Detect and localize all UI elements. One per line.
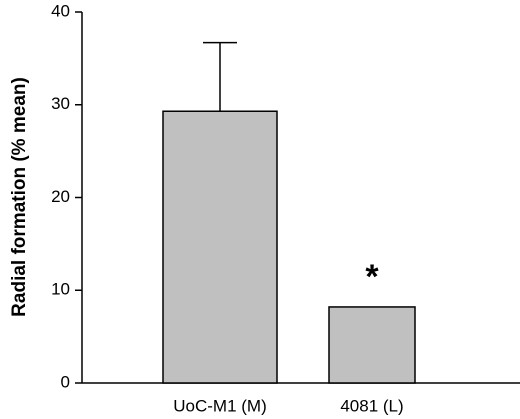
y-tick-label: 40 — [51, 1, 70, 20]
x-tick-label: 4081 (L) — [340, 396, 403, 415]
bar — [162, 110, 278, 384]
y-tick-label: 0 — [61, 372, 70, 391]
y-tick-label: 20 — [51, 187, 70, 206]
y-axis-label: Radial formation (% mean) — [9, 77, 30, 317]
y-tick-label: 30 — [51, 94, 70, 113]
x-tick-label: UoC-M1 (M) — [173, 396, 267, 415]
annotation: * — [365, 258, 379, 296]
y-tick-label: 10 — [51, 280, 70, 299]
bar — [328, 306, 416, 384]
